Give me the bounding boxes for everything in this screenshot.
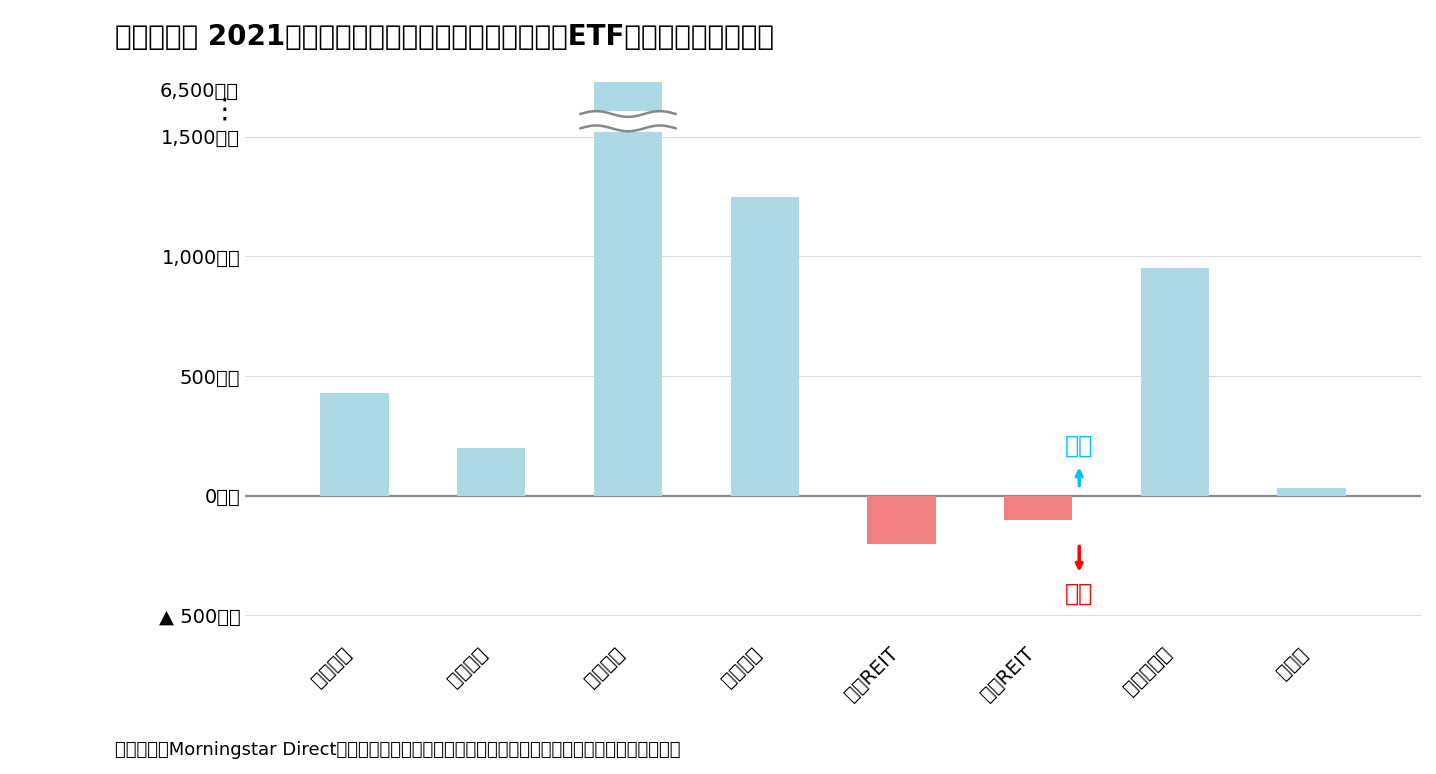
Bar [867,495,936,543]
Bar [595,129,662,495]
Bar [457,448,526,495]
Text: ⋮: ⋮ [211,95,238,123]
Bar [1140,269,1209,495]
Text: 流出: 流出 [1066,582,1093,606]
Bar [1278,488,1346,495]
Text: 6,500億円: 6,500億円 [159,82,238,101]
Bar [595,82,662,113]
Bar [320,392,389,495]
Text: 流入: 流入 [1066,433,1093,457]
Bar [731,197,798,495]
Bar [1004,495,1073,519]
Text: 【図表１】 2021年６月の日本籍追加型株式投信（除くETF）の推計資金流出入: 【図表１】 2021年６月の日本籍追加型株式投信（除くETF）の推計資金流出入 [115,23,774,51]
Text: （資料）　Morningstar Directより作成。各資産クラスはイボットソン分類を用いてファンドを分類。: （資料） Morningstar Directより作成。各資産クラスはイボットソ… [115,741,681,759]
